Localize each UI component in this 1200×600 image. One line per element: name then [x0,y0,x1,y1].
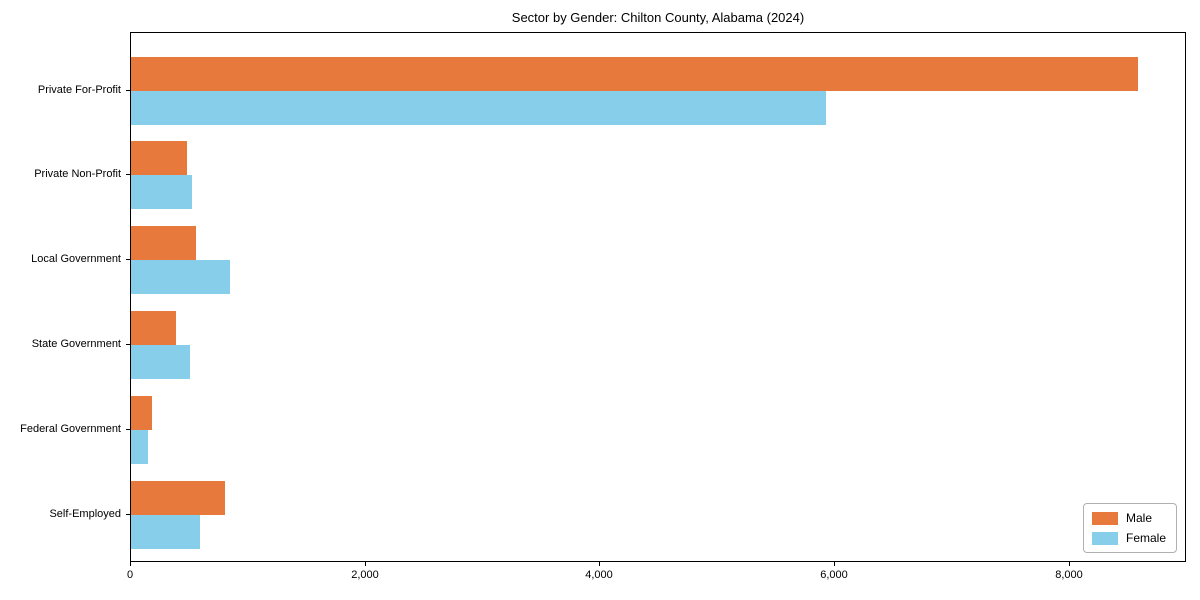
category-label-2: Local Government [31,253,121,265]
x-tick-mark [365,562,366,566]
chart-title: Sector by Gender: Chilton County, Alabam… [511,10,805,25]
y-tick-mark [126,259,130,260]
bar-female-2 [131,260,230,295]
bar-male-2 [131,226,196,261]
x-tick-mark [1069,562,1070,566]
x-tick-label-1: 2,000 [351,569,379,581]
male-swatch [1091,511,1118,525]
x-tick-mark [130,562,131,566]
y-tick-mark [126,514,130,515]
bar-male-3 [131,311,176,345]
bar-female-0 [131,90,826,125]
plot-area: Male Female [130,32,1186,562]
bar-male-5 [131,480,225,515]
legend-label-male: Male [1125,511,1152,525]
x-tick-label-2: 4,000 [585,569,613,581]
legend-label-female: Female [1125,531,1166,545]
category-label-3: State Government [31,338,121,350]
x-tick-mark [599,562,600,566]
category-label-1: Private Non-Profit [34,168,121,180]
female-swatch [1091,531,1118,545]
x-tick-label-0: 0 [126,569,134,581]
x-tick-label-4: 8,000 [1055,569,1083,581]
category-label-5: Self-Employed [49,508,121,520]
y-tick-mark [126,174,130,175]
legend: Male Female [1082,503,1177,553]
legend-entry-male: Male [1091,511,1166,525]
bar-male-0 [131,56,1138,91]
y-tick-mark [126,429,130,430]
y-tick-mark [126,90,130,91]
bar-female-1 [131,175,192,210]
x-tick-label-3: 6,000 [820,569,848,581]
bar-female-4 [131,429,148,464]
bar-male-1 [131,141,187,176]
legend-entry-female: Female [1091,531,1166,545]
bar-female-3 [131,345,190,379]
y-tick-mark [126,344,130,345]
x-tick-mark [834,562,835,566]
category-label-4: Federal Government [20,423,121,435]
bar-male-4 [131,395,152,430]
bar-female-5 [131,514,200,549]
category-label-0: Private For-Profit [37,84,121,96]
